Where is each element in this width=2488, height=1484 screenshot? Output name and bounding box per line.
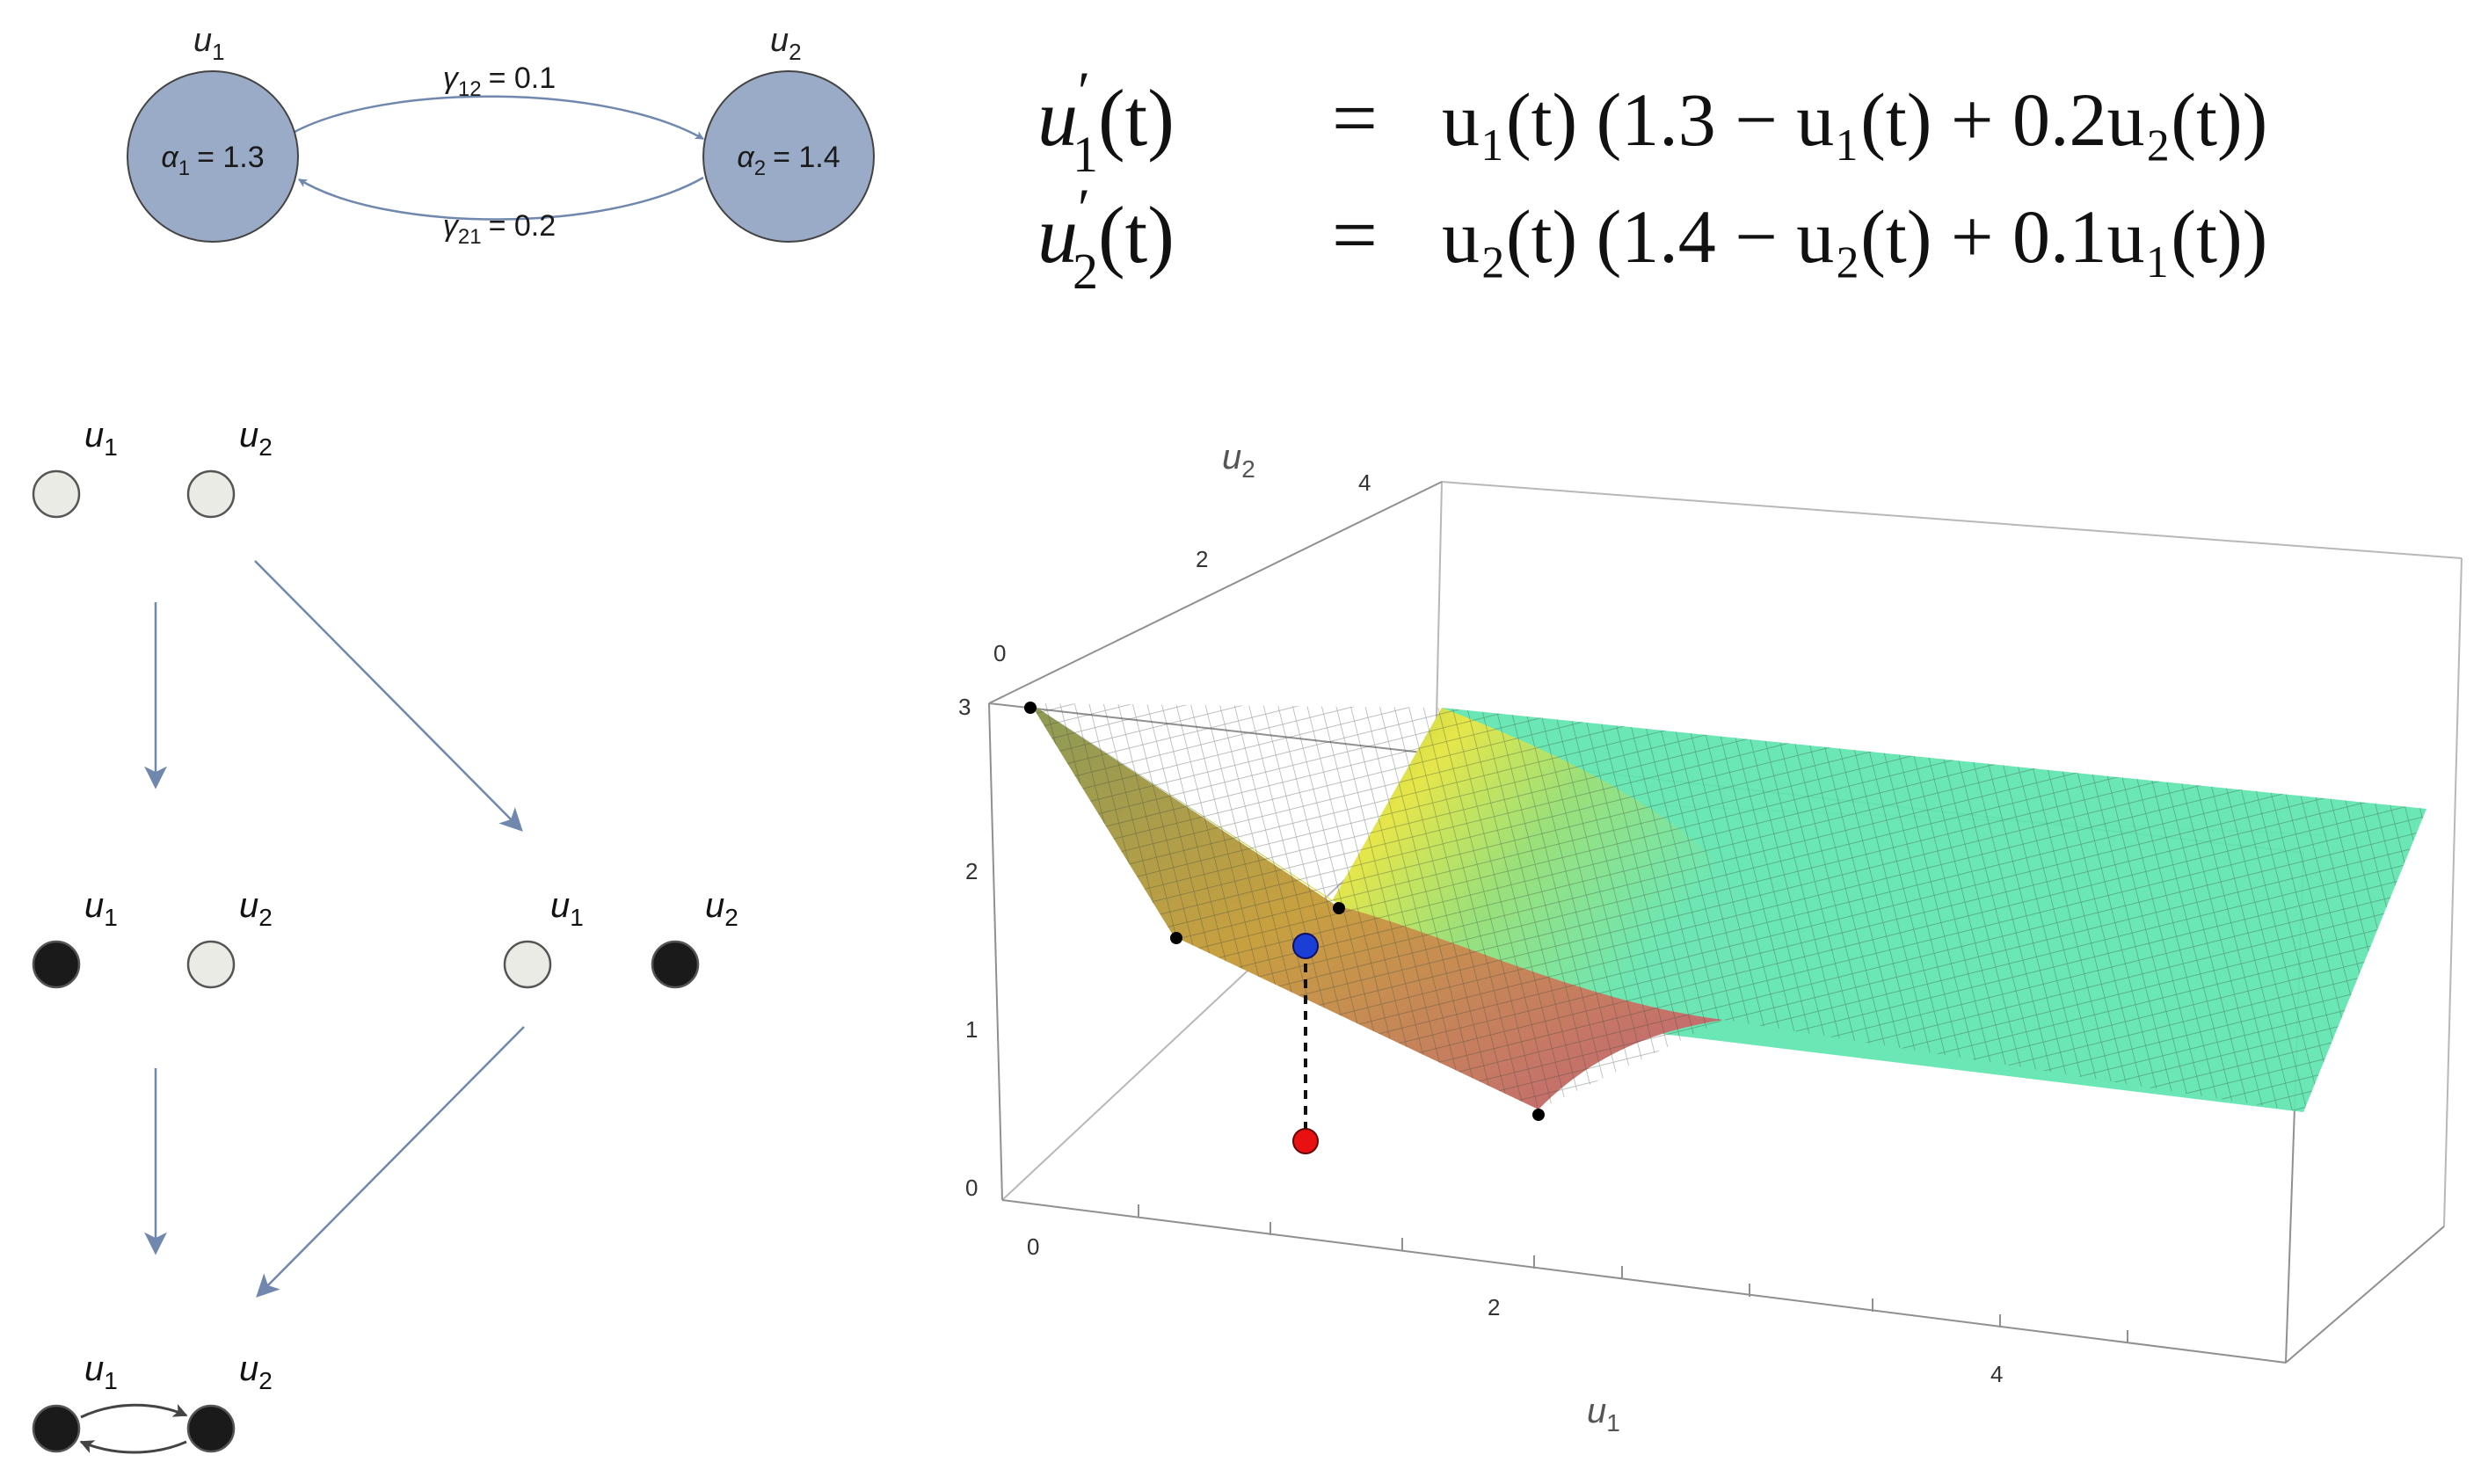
z-tick-2: 2 (965, 858, 978, 884)
x-tick-2: 2 (1488, 1294, 1500, 1320)
state-u2-only-u2-dot (652, 942, 698, 987)
state-none-u2-label: u2 (239, 416, 273, 461)
edge-21-label: γ21 = 0.2 (443, 209, 556, 249)
svg-text:u′1(t): u′ 1(t) (1037, 60, 1175, 183)
x-tick-0: 0 (1027, 1233, 1039, 1260)
state-both-u2-dot (188, 1406, 234, 1451)
z-tick-1: 1 (965, 1016, 978, 1043)
transition-arrow-u2-to-both (258, 1027, 524, 1296)
state-u1-only-u1-dot (33, 942, 79, 987)
equation-1-rhs: u₁(t) (1.3 − u₁(t) + 0.2u₂(t)) (1442, 77, 2267, 162)
surface-mesh-overlay (1030, 703, 2426, 1112)
equation-1: u′ 1(t) = u₁(t) (1.3 − u₁(t) + 0.2u₂(t)) (1037, 60, 2267, 183)
edge-12-arrow (295, 97, 703, 139)
node-u2-label: u2 (770, 22, 802, 65)
state-both: u1 u2 (33, 1349, 273, 1452)
y-tick-2: 2 (1196, 546, 1208, 572)
state-none-u1-dot (33, 471, 79, 517)
x-axis-ticks (1139, 1204, 2128, 1343)
state-both-coupling-arrow-back (81, 1442, 186, 1452)
equation-1-equals: = (1332, 73, 1378, 163)
state-none-u1-label: u1 (84, 416, 118, 461)
equation-2-equals: = (1332, 190, 1378, 280)
z-tick-3: 3 (958, 694, 971, 720)
y-tick-4: 4 (1358, 469, 1371, 496)
x-axis-label: u1 (1587, 1392, 1620, 1437)
edge-12-label: γ12 = 0.1 (443, 62, 556, 101)
state-both-u1-dot (33, 1406, 79, 1451)
transition-arrow-none-to-u2 (255, 561, 521, 830)
node-u1-label: u1 (193, 22, 225, 65)
state-u1-only-u2-label: u2 (239, 886, 273, 931)
state-u1-only-u1-label: u1 (84, 886, 118, 931)
state-none-u2-dot (188, 471, 234, 517)
vertex-bottom (1532, 1109, 1545, 1121)
vertex-left (1170, 932, 1182, 944)
y-axis-label: u2 (1222, 438, 1255, 483)
state-u1-only: u1 u2 (33, 886, 273, 987)
network-diagram: u1 u2 α1 = 1.3 α2 = 1.4 γ12 = 0.1 γ21 = 0.2 (127, 22, 874, 249)
equation-2: u′ 2(t) = u₂(t) (1.4 − u₂(t) + 0.1u₁(t)) (1037, 177, 2267, 300)
equations: u′ 1(t) = u₁(t) (1.3 − u₁(t) + 0.2u₂(t)) … (1037, 60, 2267, 300)
state-u2-only-u1-dot (505, 942, 550, 987)
state-both-u1-label: u1 (84, 1349, 118, 1394)
state-lattice: u1 u2 u1 u2 u1 u2 u1 u2 (33, 416, 738, 1452)
state-both-u2-label: u2 (239, 1349, 273, 1394)
x-tick-4: 4 (1990, 1361, 2003, 1387)
red-marker (1293, 1129, 1318, 1153)
state-u1-only-u2-dot (188, 942, 234, 987)
vertex-corner-top (1024, 702, 1037, 714)
surface-mesh (1030, 703, 2426, 1112)
state-u2-only-u2-label: u2 (705, 886, 738, 931)
z-tick-0: 0 (965, 1175, 978, 1201)
state-none: u1 u2 (33, 416, 273, 517)
vertex-mid (1333, 902, 1345, 914)
state-u2-only: u1 u2 (505, 886, 738, 987)
surface-plot: 0 2 4 0 2 4 0 1 2 3 u1 u2 (958, 438, 2462, 1437)
equation-2-rhs: u₂(t) (1.4 − u₂(t) + 0.1u₁(t)) (1442, 194, 2267, 279)
state-both-coupling-arrow-forward (81, 1405, 186, 1417)
svg-text:u′2(t): u′ 2(t) (1037, 177, 1175, 300)
y-tick-0: 0 (993, 640, 1006, 666)
blue-marker (1293, 934, 1318, 958)
state-u2-only-u1-label: u1 (550, 886, 584, 931)
